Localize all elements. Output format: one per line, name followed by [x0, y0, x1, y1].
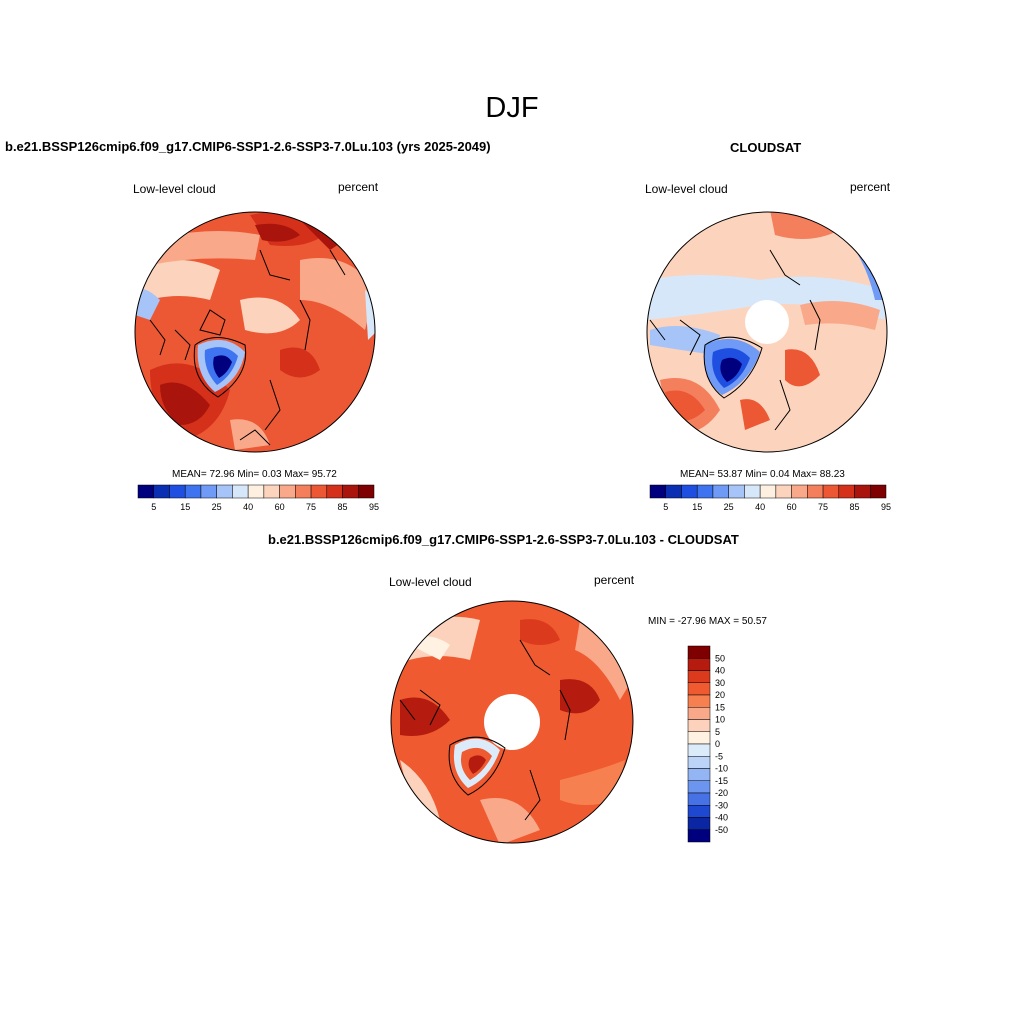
diff-colorbar-box	[687, 768, 711, 781]
model-colorbar-tick-label: 25	[212, 502, 222, 512]
obs-colorbar-box	[807, 484, 824, 499]
model-colorbar-box	[200, 484, 217, 499]
obs-colorbar-tick-label: 40	[755, 502, 765, 512]
diff-colorbar-box	[687, 756, 711, 769]
diff-colorbar-box	[687, 707, 711, 720]
obs-units-label: percent	[850, 180, 891, 194]
obs-colorbar-tick-label: 85	[850, 502, 860, 512]
model-colorbar-box	[184, 484, 202, 499]
model-colorbar-box	[358, 484, 375, 499]
diff-colorbar-tick-label: -10	[715, 764, 728, 774]
diff-colorbar-tick-label: 10	[715, 715, 725, 725]
obs-colorbar-box	[649, 484, 666, 499]
diff-colorbar-box	[687, 805, 711, 818]
diff-colorbar-tick-label: -5	[715, 751, 723, 761]
obs-colorbar-box	[712, 484, 729, 499]
diff-colorbar-tick-label: -40	[715, 813, 728, 823]
obs-variable-label: Low-level cloud	[645, 182, 728, 196]
diff-colorbar-tick-label: 50	[715, 653, 725, 663]
model-colorbar-box	[169, 484, 186, 499]
diff-colorbar-tick-label: 5	[715, 727, 720, 737]
model-colorbar-box	[279, 484, 296, 499]
diff-colorbar-box	[687, 658, 711, 671]
obs-stats: MEAN= 53.87 Min= 0.04 Max= 88.23	[680, 469, 845, 480]
obs-colorbar-box	[838, 484, 855, 499]
obs-colorbar-box	[775, 484, 792, 499]
diff-colorbar-tick-label: -15	[715, 776, 728, 786]
diff-units-label: percent	[594, 573, 635, 587]
model-colorbar-box	[216, 484, 233, 499]
diff-colorbar-tick-label: 0	[715, 739, 720, 749]
model-colorbar-box	[153, 484, 170, 499]
model-colorbar-box	[247, 484, 265, 499]
obs-colorbar-box	[744, 484, 761, 499]
obs-colorbar: 5 15 25 40 60 75 85 95	[649, 484, 891, 512]
figure-title: DJF	[485, 92, 539, 124]
model-polar-map	[134, 211, 376, 453]
obs-colorbar-tick-label: 95	[881, 502, 891, 512]
diff-colorbar-box	[687, 731, 711, 745]
diff-colorbar-tick-label: -20	[715, 788, 728, 798]
diff-colorbar-box	[687, 682, 711, 696]
model-colorbar-tick-label: 95	[369, 502, 379, 512]
obs-colorbar-box	[759, 484, 777, 499]
model-colorbar-tick-label: 40	[243, 502, 253, 512]
model-colorbar-box	[326, 484, 343, 499]
diff-variable-label: Low-level cloud	[389, 575, 472, 589]
obs-colorbar-tick-label: 60	[787, 502, 797, 512]
obs-polar-map	[646, 211, 888, 453]
obs-colorbar-box	[870, 484, 887, 499]
diff-colorbar-box	[687, 694, 711, 708]
diff-colorbar-tick-label: 15	[715, 702, 725, 712]
model-colorbar-box	[342, 484, 359, 499]
diff-stats: MIN = -27.96 MAX = 50.57	[648, 616, 767, 627]
obs-colorbar-box	[728, 484, 745, 499]
model-colorbar-tick-label: 75	[306, 502, 316, 512]
obs-colorbar-tick-label: 5	[663, 502, 668, 512]
obs-colorbar-tick-label: 75	[818, 502, 828, 512]
model-colorbar: 5 15 25 40 60 75 85 95	[137, 484, 379, 512]
diff-colorbar-tick-label: 30	[715, 678, 725, 688]
diff-panel-title: b.e21.BSSP126cmip6.f09_g17.CMIP6-SSP1-2.…	[268, 532, 739, 547]
diff-colorbar-box	[687, 719, 711, 732]
obs-colorbar-box	[791, 484, 808, 499]
obs-colorbar-box	[696, 484, 714, 499]
obs-colorbar-box	[854, 484, 871, 499]
model-colorbar-tick-label: 85	[338, 502, 348, 512]
obs-colorbar-box	[665, 484, 682, 499]
model-units-label: percent	[338, 180, 379, 194]
model-colorbar-box	[137, 484, 154, 499]
model-colorbar-box	[232, 484, 249, 499]
diff-colorbar-box	[687, 645, 711, 659]
model-panel-title: b.e21.BSSP126cmip6.f09_g17.CMIP6-SSP1-2.…	[5, 139, 491, 154]
model-colorbar-tick-label: 15	[180, 502, 190, 512]
model-colorbar-box	[295, 484, 312, 499]
diff-colorbar-tick-label: -50	[715, 825, 728, 835]
obs-colorbar-box	[681, 484, 698, 499]
obs-colorbar-tick-label: 25	[724, 502, 734, 512]
diff-colorbar-tick-label: -30	[715, 800, 728, 810]
diff-colorbar-box	[687, 780, 711, 794]
model-colorbar-tick-label: 5	[151, 502, 156, 512]
model-colorbar-box	[263, 484, 280, 499]
model-stats: MEAN= 72.96 Min= 0.03 Max= 95.72	[172, 469, 337, 480]
diff-colorbar-box	[687, 792, 711, 806]
obs-colorbar-tick-label: 15	[692, 502, 702, 512]
diff-colorbar-box	[687, 817, 711, 830]
model-variable-label: Low-level cloud	[133, 182, 216, 196]
model-colorbar-tick-label: 60	[275, 502, 285, 512]
diff-colorbar-tick-label: 20	[715, 690, 725, 700]
model-colorbar-box	[310, 484, 328, 499]
diff-colorbar-box	[687, 670, 711, 683]
obs-panel-title: CLOUDSAT	[730, 140, 802, 155]
diff-polar-map	[390, 600, 634, 844]
diff-colorbar-box	[687, 743, 711, 757]
obs-colorbar-box	[822, 484, 840, 499]
diff-colorbar-tick-label: 40	[715, 666, 725, 676]
diff-colorbar-box	[687, 829, 711, 843]
